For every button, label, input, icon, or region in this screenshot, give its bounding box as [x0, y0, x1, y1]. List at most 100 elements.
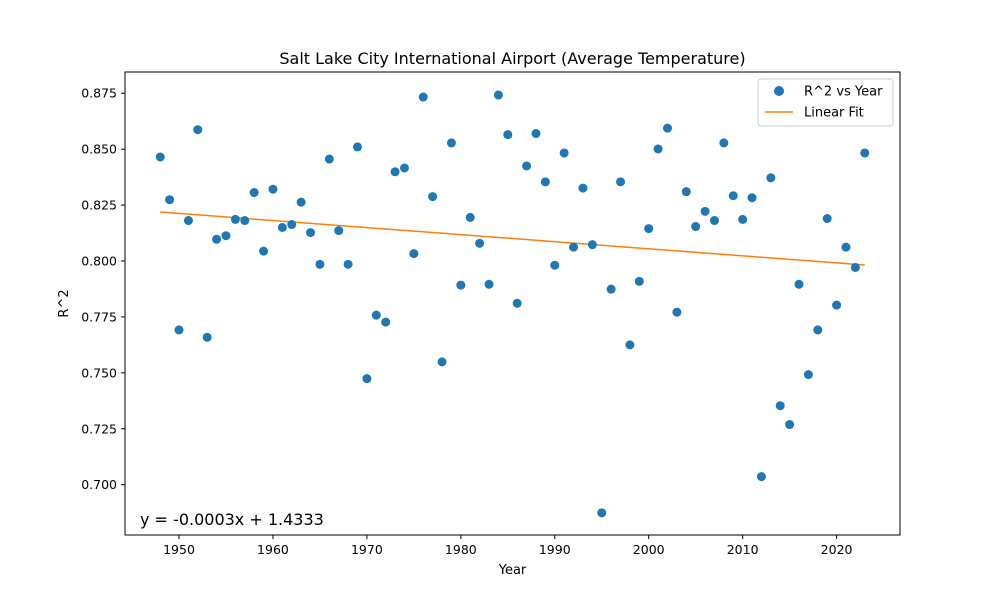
x-tick-label: 1990 [539, 542, 571, 557]
legend: R^2 vs Year Linear Fit [757, 78, 894, 127]
y-tick-label: 0.875 [81, 86, 117, 101]
data-point [230, 214, 240, 224]
data-point [587, 240, 597, 250]
data-point [428, 192, 438, 202]
data-point [287, 220, 297, 230]
data-point [531, 129, 541, 139]
data-point [803, 370, 813, 380]
x-tick-label: 2020 [821, 542, 853, 557]
data-point [381, 317, 391, 327]
y-tick-label: 0.700 [81, 477, 117, 492]
data-point [775, 401, 785, 411]
scatter-series [155, 90, 870, 518]
chart-title: Salt Lake City International Airport (Av… [279, 49, 745, 68]
data-point [334, 226, 344, 236]
data-point [212, 234, 222, 244]
data-point [860, 148, 870, 158]
data-point [832, 300, 842, 310]
legend-marker-scatter [774, 86, 784, 96]
data-point [259, 246, 269, 256]
data-point [465, 212, 475, 222]
data-point [522, 161, 532, 171]
legend-label-scatter: R^2 vs Year [804, 85, 883, 100]
data-point [503, 130, 513, 140]
data-point [616, 177, 626, 187]
data-point [709, 216, 719, 226]
data-point [672, 307, 682, 317]
y-tick-label: 0.775 [81, 309, 117, 324]
x-tick-label: 2000 [633, 542, 665, 557]
x-axis: 1950 1960 1970 1980 1990 2000 2010 2020 [163, 535, 853, 557]
data-point [221, 231, 231, 241]
linear-fit-series [160, 211, 865, 266]
y-axis: 0.700 0.725 0.750 0.775 0.800 0.825 0.850 0.875 [81, 86, 125, 492]
legend-label-line: Linear Fit [804, 106, 864, 121]
data-point [728, 191, 738, 201]
x-tick-label: 1960 [257, 542, 289, 557]
y-tick-label: 0.825 [81, 198, 117, 213]
data-point [794, 279, 804, 289]
y-tick-label: 0.800 [81, 254, 117, 269]
x-tick-label: 2010 [727, 542, 759, 557]
data-point [841, 242, 851, 252]
data-point [663, 123, 672, 133]
data-point [691, 222, 701, 232]
data-point [512, 298, 522, 308]
data-point [766, 173, 776, 183]
data-point [353, 142, 362, 152]
data-point [569, 242, 579, 252]
data-point [756, 472, 766, 482]
data-point [484, 279, 494, 289]
data-point [324, 154, 334, 164]
data-point [822, 214, 832, 224]
x-tick-label: 1970 [351, 542, 383, 557]
x-axis-title: Year [498, 563, 527, 578]
data-point [174, 325, 184, 335]
data-point [578, 183, 588, 193]
data-point [165, 195, 175, 205]
data-point [606, 284, 616, 294]
data-point [681, 187, 691, 197]
data-point [277, 222, 287, 232]
y-tick-label: 0.750 [81, 365, 117, 380]
data-point [249, 188, 259, 198]
data-point [559, 148, 569, 158]
data-point [634, 276, 644, 286]
y-axis-title: R^2 [57, 289, 72, 317]
data-point [343, 259, 353, 269]
data-point [456, 280, 466, 290]
data-point [850, 262, 860, 272]
data-point [315, 259, 325, 269]
data-point [183, 216, 193, 226]
data-point [268, 184, 278, 194]
data-point [550, 260, 560, 270]
y-tick-label: 0.725 [81, 421, 117, 436]
data-point [437, 357, 447, 367]
data-point [418, 92, 428, 102]
x-tick-label: 1980 [445, 542, 477, 557]
data-point [747, 193, 757, 203]
data-point [390, 167, 400, 177]
data-point [785, 420, 795, 430]
data-point [644, 224, 654, 234]
linear-fit-line [160, 211, 865, 266]
data-point [813, 325, 823, 335]
plot-frame [124, 71, 901, 536]
data-point [193, 125, 203, 135]
data-point [296, 197, 306, 207]
data-point [653, 144, 663, 154]
data-point [362, 374, 372, 384]
data-point [202, 332, 212, 342]
data-point [700, 206, 710, 216]
legend-frame [757, 78, 894, 127]
data-point [493, 90, 503, 100]
regression-equation: y = -0.0003x + 1.4333 [140, 510, 324, 529]
data-point [399, 163, 409, 173]
data-point [306, 228, 316, 238]
y-tick-label: 0.850 [81, 142, 117, 157]
data-point [240, 216, 250, 226]
data-point [446, 138, 456, 148]
data-point [540, 177, 550, 187]
data-point [371, 310, 381, 320]
